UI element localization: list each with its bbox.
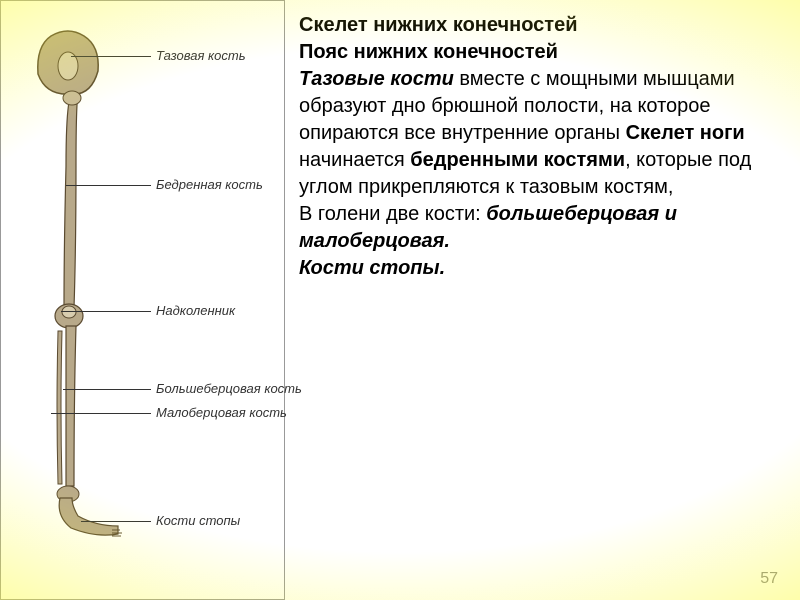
leader-line [63, 389, 151, 390]
bone-label: Кости стопы [156, 513, 240, 528]
bone-label: Тазовая кость [156, 48, 246, 63]
term-leg-skeleton: Скелет ноги [626, 122, 745, 144]
bone-label: Большеберцовая кость [156, 381, 302, 396]
paragraph-2: В голени две кости: большеберцовая и мал… [299, 201, 782, 255]
leader-line [61, 311, 151, 312]
leader-line [81, 521, 151, 522]
title-line-2: Пояс нижних конечностей [299, 39, 782, 66]
leader-line [51, 413, 151, 414]
slide: Тазовая кость Бедренная кость Надколенник Б… [0, 0, 800, 600]
skeleton-illustration [16, 16, 136, 556]
leader-line [71, 56, 151, 57]
paragraph-3: Кости стопы. [299, 255, 782, 282]
bone-label: Надколенник [156, 303, 235, 318]
term-pelvic-bones: Тазовые кости [299, 68, 454, 90]
bone-label: Малоберцовая кость [156, 405, 287, 420]
paragraph-1: Тазовые кости вместе с мощными мышцами о… [299, 66, 782, 201]
page-number: 57 [760, 570, 778, 588]
title-line-1: Скелет нижних конечностей [299, 12, 782, 39]
leader-line [66, 185, 151, 186]
term-femur: бедренными костями [410, 149, 625, 171]
diagram-panel: Тазовая костьБедренная костьНадколенникБ… [0, 0, 285, 600]
text-panel: Скелет нижних конечностей Пояс нижних ко… [285, 0, 800, 600]
bone-label: Бедренная кость [156, 177, 263, 192]
